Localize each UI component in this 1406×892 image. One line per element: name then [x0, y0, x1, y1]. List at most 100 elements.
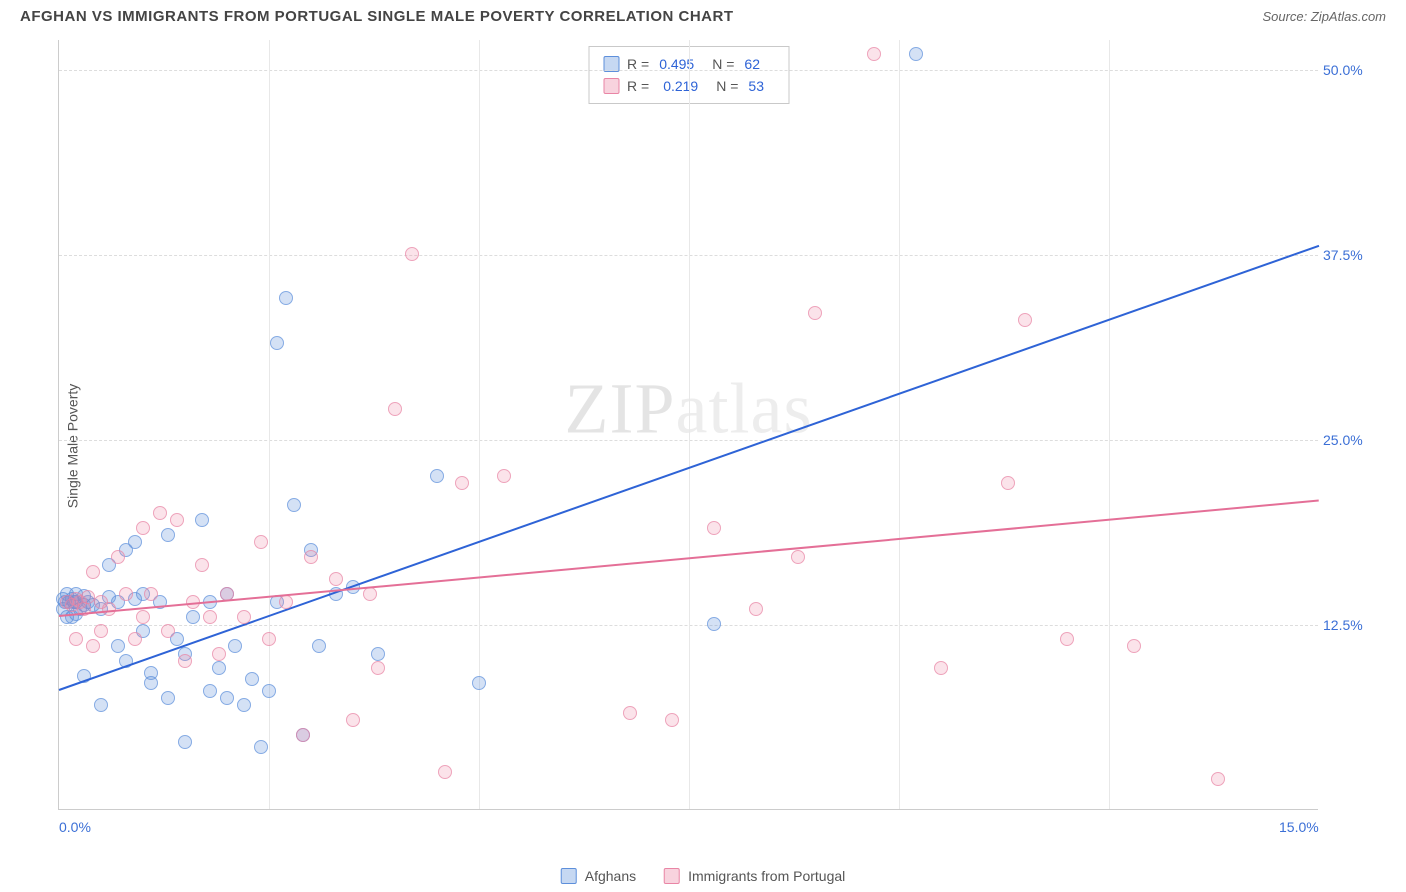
legend-item-portugal: Immigrants from Portugal: [664, 868, 845, 884]
legend-label-afghans: Afghans: [585, 868, 636, 884]
gridline-v: [1109, 40, 1110, 809]
series-legend: Afghans Immigrants from Portugal: [561, 868, 846, 884]
chart-title: AFGHAN VS IMMIGRANTS FROM PORTUGAL SINGL…: [20, 8, 734, 25]
data-point: [707, 521, 721, 535]
data-point: [237, 698, 251, 712]
data-point: [287, 498, 301, 512]
n-label: N =: [716, 75, 738, 97]
data-point: [371, 647, 385, 661]
data-point: [178, 735, 192, 749]
data-point: [1018, 313, 1032, 327]
data-point: [808, 306, 822, 320]
data-point: [329, 572, 343, 586]
data-point: [153, 506, 167, 520]
data-point: [111, 550, 125, 564]
data-point: [119, 587, 133, 601]
data-point: [203, 684, 217, 698]
data-point: [405, 247, 419, 261]
x-tick-label: 15.0%: [1279, 819, 1319, 835]
data-point: [144, 587, 158, 601]
data-point: [94, 624, 108, 638]
y-tick-label: 12.5%: [1323, 617, 1378, 633]
data-point: [1001, 476, 1015, 490]
data-point: [934, 661, 948, 675]
data-point: [312, 639, 326, 653]
gridline-v: [689, 40, 690, 809]
swatch-pink-icon: [603, 78, 619, 94]
n-label: N =: [712, 53, 734, 75]
r-label: R =: [627, 75, 649, 97]
chart-container: ZIPatlas R = 0.495 N = 62 R = 0.219 N = …: [48, 40, 1386, 852]
plot-area: ZIPatlas R = 0.495 N = 62 R = 0.219 N = …: [58, 40, 1318, 810]
data-point: [212, 647, 226, 661]
data-point: [170, 513, 184, 527]
data-point: [438, 765, 452, 779]
data-point: [430, 469, 444, 483]
r-label: R =: [627, 53, 649, 75]
data-point: [262, 684, 276, 698]
data-point: [279, 595, 293, 609]
data-point: [212, 661, 226, 675]
data-point: [94, 698, 108, 712]
data-point: [270, 336, 284, 350]
data-point: [203, 610, 217, 624]
data-point: [195, 558, 209, 572]
data-point: [1211, 772, 1225, 786]
data-point: [296, 728, 310, 742]
data-point: [791, 550, 805, 564]
data-point: [128, 535, 142, 549]
data-point: [254, 535, 268, 549]
gridline-v: [899, 40, 900, 809]
data-point: [262, 632, 276, 646]
data-point: [623, 706, 637, 720]
data-point: [136, 610, 150, 624]
data-point: [472, 676, 486, 690]
data-point: [228, 639, 242, 653]
data-point: [186, 610, 200, 624]
y-tick-label: 25.0%: [1323, 432, 1378, 448]
gridline-v: [479, 40, 480, 809]
data-point: [220, 691, 234, 705]
data-point: [346, 713, 360, 727]
data-point: [86, 639, 100, 653]
data-point: [128, 632, 142, 646]
legend-label-portugal: Immigrants from Portugal: [688, 868, 845, 884]
data-point: [455, 476, 469, 490]
data-point: [245, 672, 259, 686]
data-point: [86, 565, 100, 579]
data-point: [371, 661, 385, 675]
data-point: [279, 291, 293, 305]
data-point: [1060, 632, 1074, 646]
data-point: [195, 513, 209, 527]
data-point: [161, 528, 175, 542]
y-tick-label: 50.0%: [1323, 62, 1378, 78]
data-point: [497, 469, 511, 483]
data-point: [144, 666, 158, 680]
y-tick-label: 37.5%: [1323, 247, 1378, 263]
swatch-blue-icon: [561, 868, 577, 884]
data-point: [867, 47, 881, 61]
data-point: [178, 654, 192, 668]
data-point: [1127, 639, 1141, 653]
data-point: [136, 521, 150, 535]
data-point: [749, 602, 763, 616]
data-point: [909, 47, 923, 61]
data-point: [161, 691, 175, 705]
n-value-portugal: 53: [748, 75, 764, 97]
data-point: [388, 402, 402, 416]
x-tick-label: 0.0%: [59, 819, 91, 835]
data-point: [665, 713, 679, 727]
data-point: [254, 740, 268, 754]
data-point: [237, 610, 251, 624]
data-point: [707, 617, 721, 631]
legend-item-afghans: Afghans: [561, 868, 636, 884]
data-point: [304, 550, 318, 564]
data-point: [363, 587, 377, 601]
data-point: [69, 632, 83, 646]
r-value-portugal: 0.219: [663, 75, 698, 97]
n-value-afghans: 62: [744, 53, 760, 75]
data-point: [161, 624, 175, 638]
data-point: [111, 639, 125, 653]
source-attribution: Source: ZipAtlas.com: [1262, 9, 1386, 24]
swatch-pink-icon: [664, 868, 680, 884]
